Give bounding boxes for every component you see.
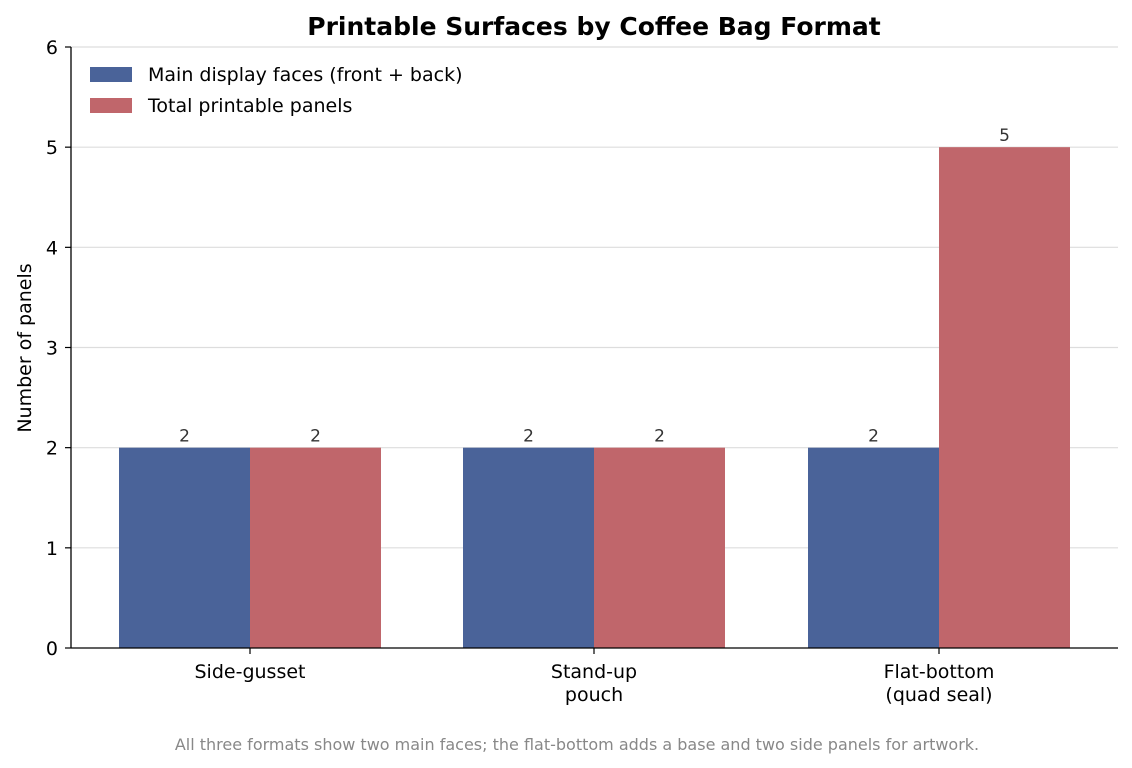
bar-main-faces xyxy=(463,447,594,648)
data-label: 2 xyxy=(179,427,190,447)
y-tick-label: 2 xyxy=(46,438,58,460)
bar-total-panels xyxy=(250,447,381,648)
chart-caption: All three formats show two main faces; t… xyxy=(175,735,979,754)
y-tick-label: 3 xyxy=(46,338,58,360)
y-tick-label: 4 xyxy=(46,237,58,259)
legend: Main display faces (front + back) Total … xyxy=(90,64,462,117)
bars xyxy=(119,147,1070,648)
x-tick-label: (quad seal) xyxy=(885,684,992,706)
chart-title: Printable Surfaces by Coffee Bag Format xyxy=(307,12,880,41)
bar-main-faces xyxy=(119,447,250,648)
y-tick-label: 5 xyxy=(46,137,58,159)
data-label: 2 xyxy=(868,427,879,447)
data-label: 2 xyxy=(654,427,665,447)
legend-swatch-total-panels xyxy=(90,98,132,113)
bar-total-panels xyxy=(939,147,1070,648)
x-tick-label: pouch xyxy=(565,684,623,706)
data-label: 2 xyxy=(523,427,534,447)
y-tick-label: 1 xyxy=(46,538,58,560)
data-label: 2 xyxy=(310,427,321,447)
legend-label-main-faces: Main display faces (front + back) xyxy=(148,64,462,86)
legend-label-total-panels: Total printable panels xyxy=(147,95,352,117)
y-ticks: 0 1 2 3 4 5 6 xyxy=(46,37,71,660)
x-tick-label: Flat-bottom xyxy=(884,661,995,683)
legend-swatch-main-faces xyxy=(90,67,132,82)
bar-main-faces xyxy=(808,447,939,648)
y-tick-label: 0 xyxy=(46,638,58,660)
data-label: 5 xyxy=(999,126,1010,146)
data-labels: 2 2 2 2 2 5 xyxy=(179,126,1010,447)
x-tick-label: Side-gusset xyxy=(195,661,306,683)
y-axis-label: Number of panels xyxy=(14,263,36,432)
y-tick-label: 6 xyxy=(46,37,58,59)
x-tick-label: Stand-up xyxy=(551,661,637,683)
bar-total-panels xyxy=(594,447,725,648)
